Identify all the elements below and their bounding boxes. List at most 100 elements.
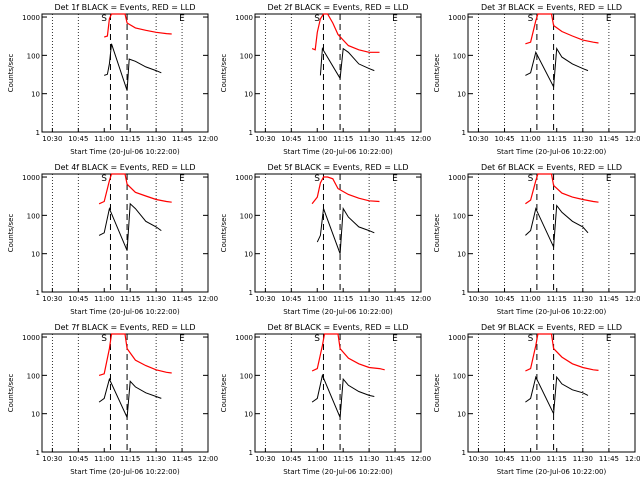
plot-frame xyxy=(468,14,635,132)
x-tick-label: 10:30 xyxy=(42,455,62,463)
series-red-lld xyxy=(312,14,379,52)
marker-label: S xyxy=(528,174,534,184)
y-tick-label: 100 xyxy=(453,372,466,380)
y-tick-label: 1 xyxy=(462,289,466,297)
y-tick-label: 1000 xyxy=(235,14,253,22)
marker-label: E xyxy=(606,14,612,24)
y-axis-label: Counts/sec xyxy=(433,214,441,253)
x-axis-label: Start Time (20-Jul-06 10:22:00) xyxy=(70,148,180,156)
plot-frame xyxy=(255,14,421,132)
marker-label: E xyxy=(179,334,185,344)
x-axis-label: Start Time (20-Jul-06 10:22:00) xyxy=(497,308,607,316)
x-tick-label: 11:00 xyxy=(521,455,541,463)
x-tick-label: 10:30 xyxy=(255,135,275,143)
x-tick-label: 11:45 xyxy=(172,295,192,303)
series-red-lld xyxy=(525,174,598,204)
x-axis-label: Start Time (20-Jul-06 10:22:00) xyxy=(283,468,393,476)
y-tick-label: 1 xyxy=(36,449,40,457)
x-tick-label: 11:30 xyxy=(573,295,593,303)
x-tick-label: 10:45 xyxy=(494,135,514,143)
x-tick-label: 11:45 xyxy=(599,295,619,303)
series-black-events xyxy=(525,377,588,414)
y-tick-label: 10 xyxy=(457,251,466,259)
x-tick-label: 10:30 xyxy=(42,135,62,143)
y-tick-label: 100 xyxy=(240,212,253,220)
y-axis-label: Counts/sec xyxy=(7,54,15,93)
marker-label: S xyxy=(528,334,534,344)
marker-label: E xyxy=(606,334,612,344)
x-axis-label: Start Time (20-Jul-06 10:22:00) xyxy=(70,308,180,316)
series-black-events xyxy=(312,375,374,417)
x-tick-label: 10:30 xyxy=(255,455,275,463)
series-black-events xyxy=(317,209,374,254)
y-tick-label: 1 xyxy=(36,289,40,297)
x-tick-label: 11:45 xyxy=(385,135,405,143)
plot-frame xyxy=(42,334,208,452)
panel-title: Det 7f BLACK = Events, RED = LLD xyxy=(54,323,195,332)
panel-title: Det 9f BLACK = Events, RED = LLD xyxy=(481,323,622,332)
series-red-lld xyxy=(104,14,172,37)
x-tick-label: 11:30 xyxy=(146,295,166,303)
y-axis-label: Counts/sec xyxy=(7,374,15,413)
y-tick-label: 1 xyxy=(249,289,253,297)
y-tick-label: 1000 xyxy=(235,174,253,182)
x-axis-label: Start Time (20-Jul-06 10:22:00) xyxy=(283,148,393,156)
y-tick-label: 10 xyxy=(244,251,253,259)
x-tick-label: 12:00 xyxy=(411,295,431,303)
marker-label: S xyxy=(101,14,107,24)
x-tick-label: 11:15 xyxy=(547,455,567,463)
x-tick-label: 10:45 xyxy=(281,455,301,463)
y-tick-label: 1 xyxy=(462,449,466,457)
y-tick-label: 10 xyxy=(31,251,40,259)
x-tick-label: 11:00 xyxy=(94,455,114,463)
panel-title: Det 8f BLACK = Events, RED = LLD xyxy=(267,323,408,332)
marker-label: S xyxy=(314,334,320,344)
x-tick-label: 11:30 xyxy=(359,135,379,143)
x-tick-label: 12:00 xyxy=(198,135,218,143)
panel-title: Det 3f BLACK = Events, RED = LLD xyxy=(481,3,622,12)
y-axis-label: Counts/sec xyxy=(7,214,15,253)
panel-title: Det 6f BLACK = Events, RED = LLD xyxy=(481,163,622,172)
y-tick-label: 10 xyxy=(244,91,253,99)
x-tick-label: 11:00 xyxy=(521,295,541,303)
marker-label: S xyxy=(101,334,107,344)
y-tick-label: 1 xyxy=(249,129,253,137)
y-tick-label: 100 xyxy=(27,372,40,380)
x-tick-label: 10:30 xyxy=(42,295,62,303)
x-tick-label: 10:45 xyxy=(281,295,301,303)
x-tick-label: 10:30 xyxy=(468,135,488,143)
x-tick-label: 11:30 xyxy=(359,455,379,463)
y-tick-label: 100 xyxy=(27,212,40,220)
plot-frame xyxy=(468,334,635,452)
plot-frame xyxy=(255,334,421,452)
y-axis-label: Counts/sec xyxy=(220,214,228,253)
series-black-events xyxy=(99,379,161,417)
x-tick-label: 11:15 xyxy=(120,135,140,143)
marker-label: S xyxy=(314,174,320,184)
x-axis-label: Start Time (20-Jul-06 10:22:00) xyxy=(70,468,180,476)
x-tick-label: 10:30 xyxy=(468,455,488,463)
y-tick-label: 1000 xyxy=(448,334,466,342)
series-black-events xyxy=(104,44,161,91)
x-tick-label: 11:45 xyxy=(599,135,619,143)
series-black-events xyxy=(525,206,588,247)
x-tick-label: 10:45 xyxy=(281,135,301,143)
y-tick-label: 10 xyxy=(244,411,253,419)
x-tick-label: 11:45 xyxy=(172,135,192,143)
x-tick-label: 11:15 xyxy=(547,295,567,303)
x-tick-label: 11:45 xyxy=(172,455,192,463)
y-tick-label: 10 xyxy=(457,91,466,99)
x-tick-label: 11:30 xyxy=(359,295,379,303)
series-black-events xyxy=(525,49,588,87)
x-tick-label: 11:15 xyxy=(333,135,353,143)
x-axis-label: Start Time (20-Jul-06 10:22:00) xyxy=(497,148,607,156)
y-axis-label: Counts/sec xyxy=(220,54,228,93)
y-tick-label: 1000 xyxy=(22,14,40,22)
series-red-lld xyxy=(525,14,598,44)
plot-frame xyxy=(468,174,635,292)
x-tick-label: 11:00 xyxy=(94,135,114,143)
